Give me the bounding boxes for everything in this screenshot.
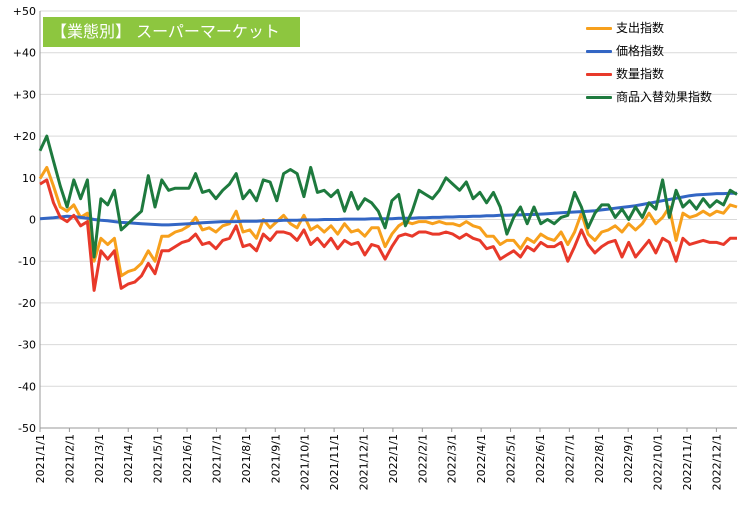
x-tick-label: 2021/2/1 — [63, 434, 76, 483]
x-tick-label: 2022/4/1 — [475, 434, 488, 483]
x-tick-label: 2022/9/1 — [622, 434, 635, 483]
x-tick-label: 2021/4/1 — [122, 434, 135, 483]
axes — [39, 11, 737, 429]
y-tick-label: -30 — [18, 339, 36, 352]
chart-title: 【業態別】 スーパーマーケット — [43, 17, 300, 47]
legend-item-price: 価格指数 — [586, 40, 712, 63]
x-tick-label: 2022/1/1 — [387, 434, 400, 483]
series-line-2 — [39, 178, 737, 292]
legend-item-replacement: 商品入替効果指数 — [586, 86, 712, 109]
y-tick-label: -50 — [18, 422, 36, 435]
x-tick-label: 2022/6/1 — [534, 434, 547, 483]
legend-label-replacement: 商品入替効果指数 — [616, 90, 713, 104]
x-tick-label: 2021/8/1 — [240, 434, 253, 483]
x-tick-label: 2022/12/1 — [710, 434, 723, 490]
y-tick-label: 10 — [22, 172, 36, 185]
y-tick-labels: +50 +40 +30 +20 10 0 -10 -20 -30 -40 -50 — [13, 5, 36, 435]
series-line-0 — [38, 165, 738, 278]
y-tick-label: -40 — [18, 380, 36, 393]
series-line-3 — [38, 134, 738, 259]
x-tick-label: 2021/1/1 — [34, 434, 47, 483]
x-tick-label: 2021/5/1 — [152, 434, 165, 483]
x-tick-label: 2021/6/1 — [181, 434, 194, 483]
x-tick-label: 2021/12/1 — [358, 434, 371, 490]
x-tick-label: 2021/9/1 — [269, 434, 282, 483]
x-tick-label: 2022/3/1 — [446, 434, 459, 483]
y-tick-label: +20 — [13, 130, 36, 143]
x-tick-label: 2022/8/1 — [593, 434, 606, 483]
x-tick-label: 2022/11/1 — [681, 434, 694, 490]
x-tick-label: 2022/10/1 — [652, 434, 665, 490]
x-tick-label: 2021/3/1 — [93, 434, 106, 483]
y-tick-label: 0 — [29, 214, 36, 227]
legend-item-expenditure: 支出指数 — [586, 17, 712, 40]
legend-label-quantity: 数量指数 — [616, 67, 665, 81]
legend-swatch-quantity — [586, 73, 612, 76]
legend-item-quantity: 数量指数 — [586, 63, 712, 86]
x-tick-label: 2021/7/1 — [210, 434, 223, 483]
y-tick-label: -20 — [18, 297, 36, 310]
y-tick-label: +40 — [13, 47, 36, 60]
legend-swatch-price — [586, 50, 612, 53]
legend-label-price: 価格指数 — [616, 44, 665, 58]
series-lines — [38, 134, 738, 292]
legend-swatch-replacement — [586, 96, 612, 99]
y-tick-label: +30 — [13, 88, 36, 101]
legend-swatch-expenditure — [586, 27, 612, 30]
y-tick-label: +50 — [13, 5, 36, 18]
x-tick-label: 2021/10/1 — [299, 434, 312, 490]
x-tick-label: 2022/7/1 — [563, 434, 576, 483]
y-tick-label: -10 — [18, 255, 36, 268]
x-tick-label: 2022/2/1 — [416, 434, 429, 483]
x-tick-labels: 2021/1/1 2021/2/1 2021/3/1 2021/4/1 2021/5/1… — [34, 428, 723, 490]
x-tick-label: 2021/11/1 — [328, 434, 341, 490]
x-tick-label: 2022/5/1 — [505, 434, 518, 483]
legend: 支出指数 価格指数 数量指数 商品入替効果指数 — [586, 17, 712, 109]
legend-label-expenditure: 支出指数 — [616, 21, 665, 35]
